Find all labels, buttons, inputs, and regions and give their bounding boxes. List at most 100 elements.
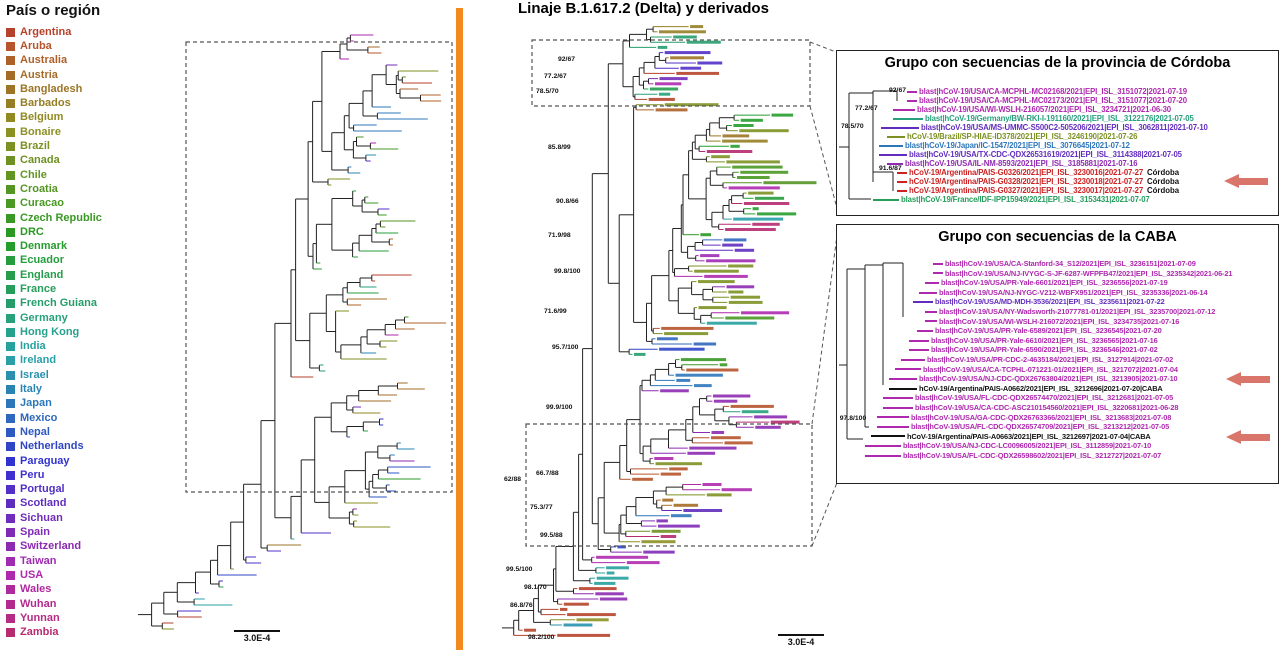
legend-label: Germany (20, 311, 68, 324)
support-value: 99.8/100 (554, 268, 581, 275)
sequence-row: hCoV-19/Argentina/PAIS-A0662/2021|EPI_IS… (837, 384, 1278, 394)
sequence-label: blast|hCoV-19/USA/GA-CDC-QDX26763366/202… (911, 412, 1172, 422)
sequence-label: blast|hCoV-19/USA/NJ-IVYGC-S-JF-6287-WFP… (945, 268, 1233, 278)
sequence-row: blast|hCoV-19/USA/PR-Yale-6590/2021|EPI_… (837, 345, 1278, 355)
branch-line (883, 397, 913, 400)
legend-label: England (20, 268, 64, 281)
legend-swatch (6, 370, 15, 380)
legend-item: DRC (6, 225, 176, 239)
sequence-row: blast|hCoV-19/USA/WI-WSLH-216072/2021|EP… (837, 317, 1278, 327)
branch-line (925, 281, 939, 284)
legend-item: Spain (6, 525, 176, 539)
legend-swatch (6, 284, 15, 294)
legend-item: Wuhan (6, 597, 176, 611)
legend-item: Aruba (6, 39, 176, 53)
sequence-label: blast|hCoV-19/USA/MS-UMMC-S500C2-505206/… (921, 122, 1208, 132)
branch-line (879, 153, 907, 156)
branch-line (919, 291, 937, 294)
sequence-label: blast|hCoV-19/USA/CA-TCPHL-071221-01/202… (923, 364, 1178, 374)
legend-swatch (6, 313, 15, 323)
sequence-row: blast|hCoV-19/USA/NJ-NYGC-V212-WBFX951/2… (837, 288, 1278, 298)
sequence-label: hCoV-19/Argentina/PAIS-A0662/2021|EPI_IS… (919, 383, 1163, 393)
legend-swatch (6, 99, 15, 109)
legend-swatch (6, 342, 15, 352)
support-value: 71.9/98 (548, 232, 571, 239)
legend-label: USA (20, 568, 44, 581)
cordoba-group-panel: Grupo con secuencias de la provincia de … (836, 50, 1279, 216)
legend-label: Israel (20, 368, 49, 381)
sequence-row: blast|hCoV-19/USA/GA-CDC-QDX26763366/202… (837, 413, 1278, 423)
legend-swatch (6, 628, 15, 638)
sequence-row: blast|hCoV-19/USA/NJ-IVYGC-S-JF-6287-WFP… (837, 269, 1278, 279)
branch-line (913, 301, 933, 304)
sequence-row: blast|hCoV-19/USA/PR-Yale-6589/2021|EPI_… (837, 326, 1278, 336)
legend-label: Austria (20, 68, 58, 81)
support-value: 78.5/70 (841, 123, 864, 130)
branch-line (907, 99, 917, 102)
left-scalebar-label: 3.0E-4 (243, 633, 271, 643)
cordoba-entries: blast|hCoV-19/USA/CA-MCPHL-MC02168/2021|… (837, 87, 1278, 204)
sequence-row: blast|hCoV-19/Japan/IC-1547/2021|EPI_ISL… (837, 141, 1278, 150)
legend-item: Yunnan (6, 611, 176, 625)
middle-tree-title: Linaje B.1.617.2 (Delta) y derivados (518, 0, 769, 17)
sequence-label: blast|hCoV-19/France/IDF-IPP15949/2021|E… (901, 194, 1150, 204)
sequence-label: hCoV-19/Argentina/PAIS-G0327/2021|EPI_IS… (909, 185, 1144, 195)
sequence-label: blast|hCoV-19/USA/WI-WSLH-216057/2021|EP… (917, 104, 1171, 114)
legend-label: Mexico (20, 411, 58, 424)
legend-swatch (6, 56, 15, 66)
sequence-label: blast|hCoV-19/USA/NY-Wadsworth-21077781-… (939, 307, 1216, 317)
legend-swatch (6, 570, 15, 580)
legend-item: Taiwan (6, 554, 176, 568)
legend-label: Sichuan (20, 511, 63, 524)
sequence-label: blast|hCoV-19/Germany/BW-RKI-I-191160/20… (925, 113, 1194, 123)
legend-label: DRC (20, 225, 44, 238)
support-value: 97.8/100 (839, 415, 867, 422)
sequence-label: hCoV-19/Argentina/PAIS-G0326/2021|EPI_IS… (909, 167, 1144, 177)
branch-line (897, 180, 907, 183)
support-value: 66.7/88 (536, 470, 559, 477)
sequence-label: blast|hCoV-19/USA/NJ-CDC-QDX26763804/202… (919, 374, 1178, 384)
sequence-row: blast|hCoV-19/USA/CA-Stanford-34_S12/202… (837, 259, 1278, 269)
legend-title: País o región (6, 2, 101, 19)
support-value: 98.1/70 (524, 584, 547, 591)
branch-line (893, 117, 923, 120)
legend-item: Ecuador (6, 254, 176, 268)
support-value: 92/67 (558, 56, 576, 63)
sequence-label: blast|hCoV-19/USA/FL-CDC-QDX26574470/202… (915, 393, 1174, 403)
legend-item: Croatia (6, 182, 176, 196)
support-value: 78.5/70 (536, 88, 559, 95)
legend-swatch (6, 556, 15, 566)
legend-swatch (6, 142, 15, 152)
legend-label: Yunnan (20, 611, 60, 624)
legend-swatch (6, 327, 15, 337)
legend-swatch (6, 184, 15, 194)
support-value: 99.5/100 (506, 566, 533, 573)
legend-item: India (6, 340, 176, 354)
legend-item: Germany (6, 311, 176, 325)
sequence-row: blast|hCoV-19/USA/CA-CDC-ASC210154560/20… (837, 403, 1278, 413)
legend-label: Scotland (20, 497, 67, 510)
caba-entries: blast|hCoV-19/USA/CA-Stanford-34_S12/202… (837, 259, 1278, 460)
legend-swatch (6, 84, 15, 94)
legend-label: Paraguay (20, 454, 70, 467)
delta-tree-svg (502, 25, 817, 637)
legend-swatch (6, 599, 15, 609)
legend-label: Switzerland (20, 540, 82, 553)
branch-line (895, 368, 921, 371)
sequence-row: hCoV-19/Argentina/PAIS-G0327/2021|EPI_IS… (837, 186, 1278, 195)
branch-line (865, 454, 901, 457)
arrow-head-icon (1226, 430, 1241, 444)
sequence-row: blast|hCoV-19/USA/NY-Wadsworth-21077781-… (837, 307, 1278, 317)
left-scalebar: 3.0E-4 (234, 630, 280, 643)
branch-line (909, 349, 929, 352)
branch-line (879, 144, 903, 147)
sequence-label: hCoV-19/Argentina/PAIS-G0328/2021|EPI_IS… (909, 176, 1144, 186)
sequence-label: hCoV-19/Argentina/PAIS-A0663/2021|EPI_IS… (907, 431, 1151, 441)
branch-line (909, 339, 929, 342)
sequence-label: blast|hCoV-19/USA/CA-MCPHL-MC02173/2021|… (919, 95, 1187, 105)
legend-swatch (6, 613, 15, 623)
legend-item: Netherlands (6, 440, 176, 454)
branch-line (933, 262, 943, 265)
caba-highlight-arrow-2 (1226, 430, 1270, 445)
